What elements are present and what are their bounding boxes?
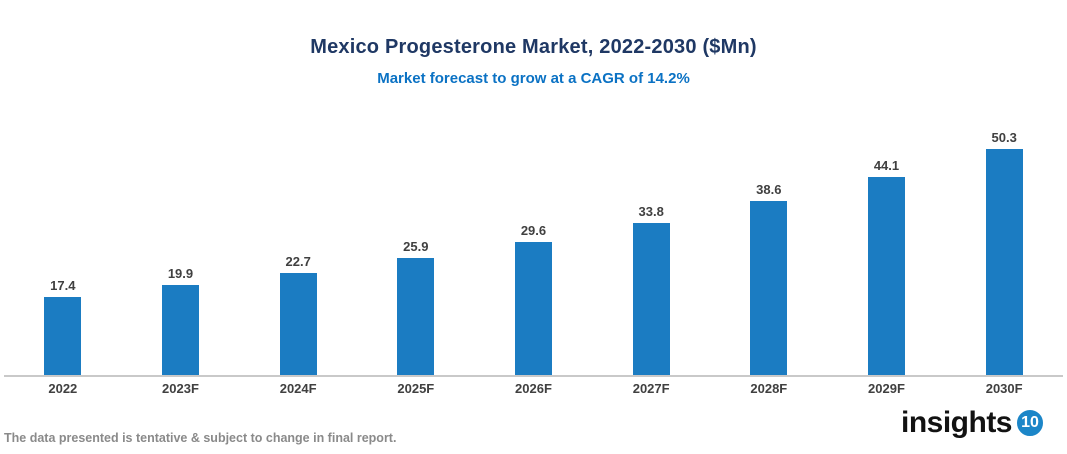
bar-column: 19.9 [122, 100, 240, 375]
bar-column: 25.9 [357, 100, 475, 375]
bar-chart-plot-area: 17.4 19.9 22.7 25.9 29.6 33.8 38.6 44.1 … [4, 100, 1063, 375]
bar [161, 285, 199, 375]
bar-column: 50.3 [945, 100, 1063, 375]
bar [985, 149, 1023, 375]
disclaimer-note: The data presented is tentative & subjec… [4, 431, 397, 445]
x-axis-tick-label: 2028F [750, 381, 788, 396]
x-axis-tick-label: 2026F [515, 381, 552, 396]
chart-title: Mexico Progesterone Market, 2022-2030 ($… [310, 36, 757, 58]
chart-subtitle: Market forecast to grow at a CAGR of 14.… [377, 70, 690, 87]
bar-value-label: 50.3 [991, 130, 1017, 145]
bar-column: 44.1 [828, 100, 946, 375]
logo-text: insights [900, 406, 1013, 439]
x-axis-labels: 2022 2023F 2024F 2025F 2026F 2027F 2028F 2029F 2… [4, 381, 1063, 396]
bar-value-label: 19.9 [167, 266, 194, 281]
bar-column: 17.4 [4, 100, 122, 375]
bar [632, 223, 670, 375]
bar-value-label: 33.8 [638, 204, 664, 219]
x-axis-line [4, 375, 1063, 377]
bar [397, 258, 435, 375]
bar-value-label: 44.1 [873, 158, 900, 173]
bar [514, 242, 552, 375]
x-axis-tick-label: 2024F [279, 381, 317, 396]
bar-value-label: 29.6 [520, 223, 547, 238]
logo-badge-icon: 10 [1015, 408, 1045, 438]
x-axis-tick-label: 2029F [868, 381, 905, 396]
x-axis-tick-label: 2030F [985, 381, 1023, 396]
bar-column: 38.6 [710, 100, 828, 375]
bar-column: 22.7 [239, 100, 357, 375]
x-axis-tick-label: 2027F [632, 381, 670, 396]
bar-value-label: 17.4 [50, 278, 76, 293]
bar-value-label: 38.6 [756, 182, 782, 197]
bar [867, 177, 905, 375]
bar [279, 273, 317, 375]
bar-column: 33.8 [592, 100, 710, 375]
insights10-logo: insights 10 [901, 406, 1045, 440]
x-axis-tick-label: 2022 [48, 381, 78, 396]
bar [44, 297, 82, 375]
bar-value-label: 25.9 [403, 239, 429, 254]
x-axis-tick-label: 2025F [397, 381, 435, 396]
bar [750, 201, 788, 375]
bar-column: 29.6 [475, 100, 593, 375]
bar-value-label: 22.7 [285, 254, 311, 269]
x-axis-tick-label: 2023F [162, 381, 199, 396]
